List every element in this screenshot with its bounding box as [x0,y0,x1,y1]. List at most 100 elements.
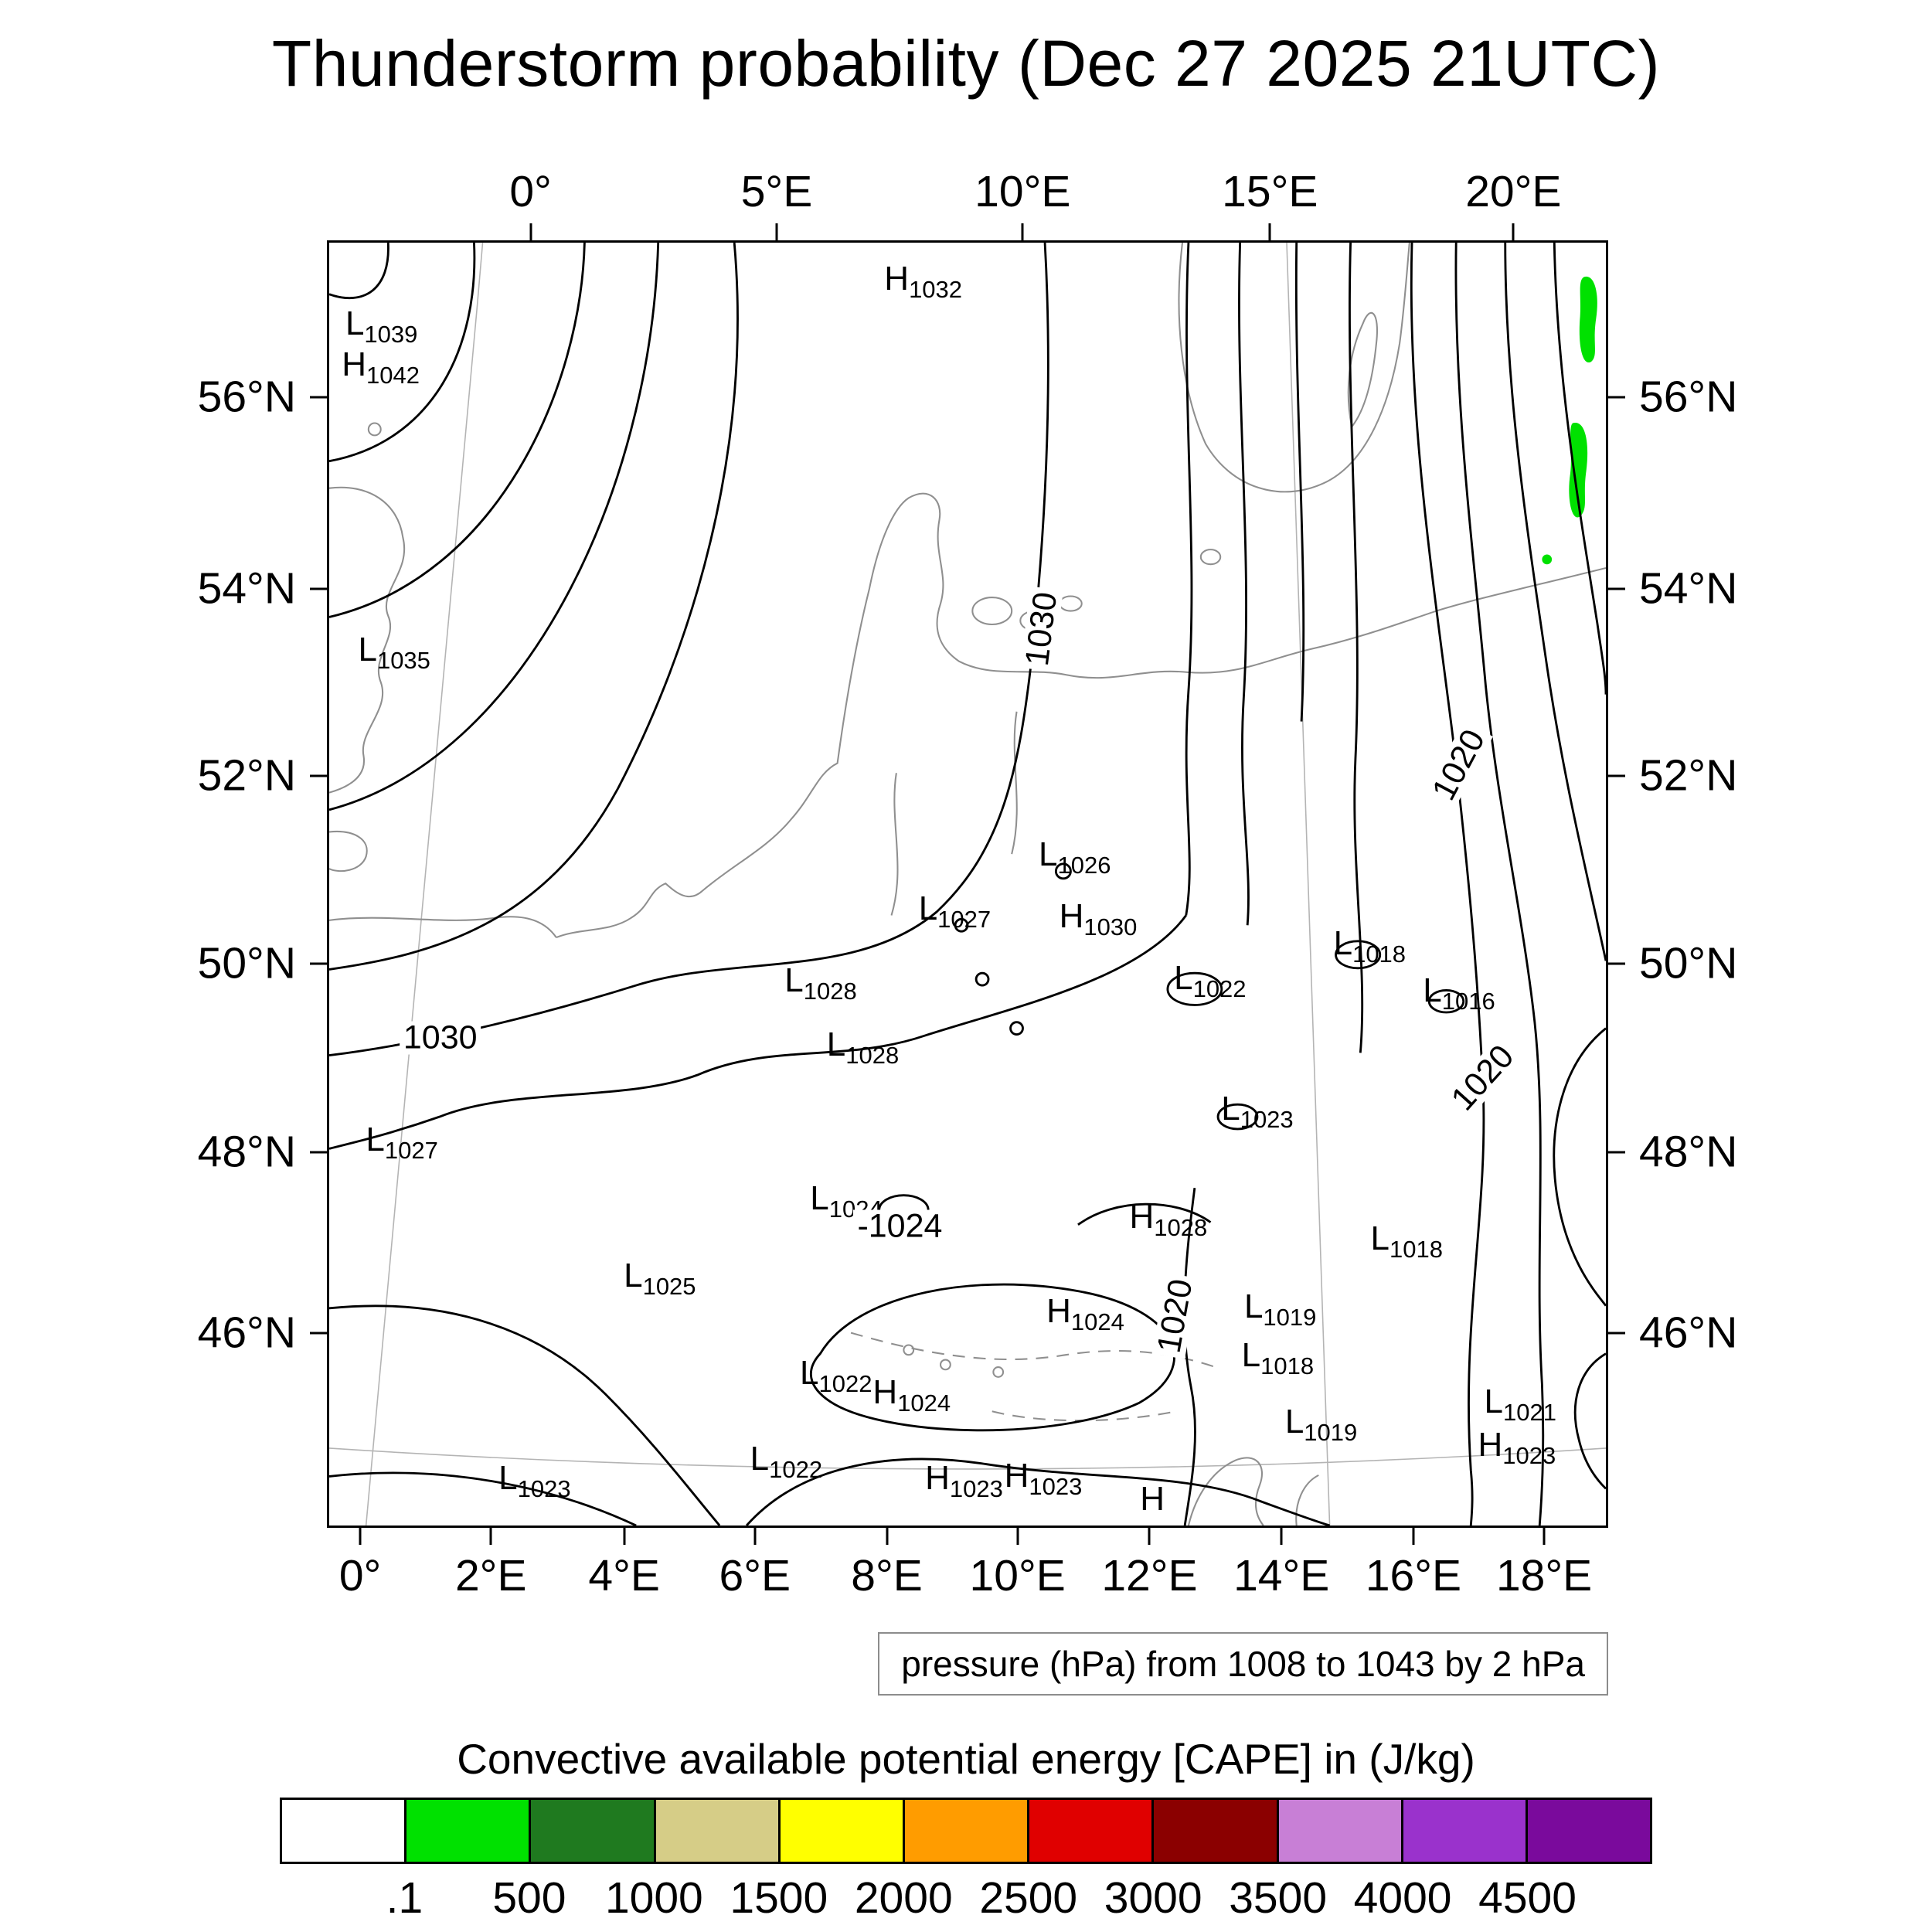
cape-colorbar [280,1798,1652,1864]
axis-tick-label: 8°E [851,1551,923,1600]
axis-tick-label: 46°N [1639,1308,1738,1358]
colorbar-cell [1154,1800,1279,1862]
axis-tick [753,1528,757,1545]
axis-tick-label: 10°E [975,167,1071,216]
colorbar-tick-label: 1500 [730,1873,828,1923]
pressure-center-low: L1021 [1484,1382,1556,1426]
axis-tick [886,1528,889,1545]
axis-tick-label: 10°E [969,1551,1066,1600]
axis-tick-label: 50°N [197,938,296,988]
right-axis: 56°N 54°N 52°N 50°N 48°N 46°N [1608,240,1825,1528]
pressure-center-low: L1026 [1038,835,1111,879]
colorbar-tick-label: 4000 [1353,1873,1452,1923]
pressure-center-low: L1024 [810,1179,883,1223]
axis-tick-label: 14°E [1233,1551,1330,1600]
colorbar-cell [904,1800,1030,1862]
axis-tick-label: 20°E [1465,167,1562,216]
colorbar-cell [1278,1800,1403,1862]
axis-tick-label: 16°E [1365,1551,1462,1600]
left-axis: 56°N 54°N 52°N 50°N 48°N 46°N [124,240,327,1528]
pressure-center-low: L1035 [358,630,430,674]
colorbar-tick-label: 500 [492,1873,566,1923]
pressure-center-low: L1028 [784,961,857,1005]
axis-tick [310,962,327,965]
axis-tick [1148,1528,1151,1545]
pressure-center-low: L1022 [800,1354,872,1397]
contour-value-label: 1020 [1425,720,1493,809]
axis-tick [1608,774,1625,777]
colorbar-tick-label: 4500 [1478,1873,1577,1923]
axis-tick [489,1528,492,1545]
colorbar-tick-label: 3000 [1104,1873,1202,1923]
pressure-center-low: L1027 [918,889,992,934]
axis-tick [359,1528,362,1545]
pressure-center-low: L1028 [826,1026,900,1069]
isobar-contours [329,243,1606,1526]
pressure-center-low: L1023 [498,1459,571,1503]
legend-title: Convective available potential energy [C… [457,1735,1475,1783]
axis-tick [623,1528,626,1545]
pressure-center-low: L1022 [1174,958,1247,1002]
axis-tick [1016,1528,1019,1545]
pressure-center-low: L1039 [345,304,418,349]
axis-tick [1512,223,1515,240]
axis-tick-label: 48°N [1639,1127,1738,1177]
pressure-center-low: L1016 [1423,971,1495,1015]
axis-tick [1608,1151,1625,1154]
colorbar-tick-label: 3500 [1229,1873,1328,1923]
axis-tick-label: 5°E [740,167,813,216]
pressure-center-low: L1025 [624,1256,696,1300]
colorbar-cell [1403,1800,1528,1862]
colorbar-tick-label: 2000 [854,1873,953,1923]
colorbar-cell [1527,1800,1651,1862]
pressure-center-low: L1027 [366,1121,438,1164]
axis-tick [529,223,532,240]
pressure-center-low: L1018 [1241,1335,1315,1379]
axis-tick [310,587,327,590]
contour-value-label: 1020 [1444,1036,1523,1120]
contour-value-label: 1030 [399,1021,481,1055]
axis-tick-label: 4°E [588,1551,660,1600]
axis-tick [310,1332,327,1335]
cape-colorbar-ticks: .1 500 1000 1500 2000 2500 3000 3500 4000 4500 [280,1876,1652,1930]
axis-tick [775,223,778,240]
axis-tick-label: 18°E [1495,1551,1593,1600]
axis-tick-label: 15°E [1222,167,1318,216]
colorbar-cell [406,1800,532,1862]
pressure-center-high: H1023 [1004,1456,1083,1500]
pressure-label-layer: H1032 L1039 H1042 L1035 L1026 L1027 H1030 L1018… [329,243,1606,1526]
axis-tick-label: 56°N [1639,372,1738,422]
axis-tick-label: 54°N [197,563,296,614]
cape-shading [1542,276,1597,565]
weather-map: H1032 L1039 H1042 L1035 L1026 L1027 H1030 L1018… [327,240,1608,1528]
pressure-center-high: H1024 [872,1373,951,1417]
colorbar-cell [531,1800,656,1862]
pressure-center-high: H1024 [1046,1292,1124,1336]
axis-tick [310,774,327,777]
contour-value-label: 1020 [1151,1273,1200,1360]
pressure-center-low: L1019 [1284,1403,1358,1447]
axis-tick [1543,1528,1546,1545]
pressure-center-low: L1022 [750,1440,823,1484]
pressure-center-high: H1032 [884,260,963,303]
axis-tick [1608,587,1625,590]
pressure-center-high: H1030 [1059,897,1138,940]
axis-tick-label: 2°E [454,1551,527,1600]
pressure-center-high: H1042 [342,345,420,389]
axis-tick-label: 54°N [1639,563,1738,614]
axis-tick-label: 12°E [1101,1551,1198,1600]
pressure-center-low: L1018 [1370,1219,1443,1263]
axis-tick [310,396,327,399]
axis-tick-label: 48°N [197,1127,296,1177]
axis-tick [1021,223,1024,240]
axis-tick [1280,1528,1283,1545]
coastlines [329,243,1606,1526]
pressure-caption: pressure (hPa) from 1008 to 1043 by 2 hP… [878,1632,1608,1696]
contour-value-label: -1024 [853,1209,947,1243]
axis-tick [1412,1528,1415,1545]
page-title: Thunderstorm probability (Dec 27 2025 21… [271,27,1661,100]
pressure-center-high: H1023 [1478,1426,1556,1469]
axis-tick-label: 52°N [1639,750,1738,801]
colorbar-tick-label: 2500 [979,1873,1078,1923]
pressure-center-high: H1028 [1129,1197,1208,1241]
